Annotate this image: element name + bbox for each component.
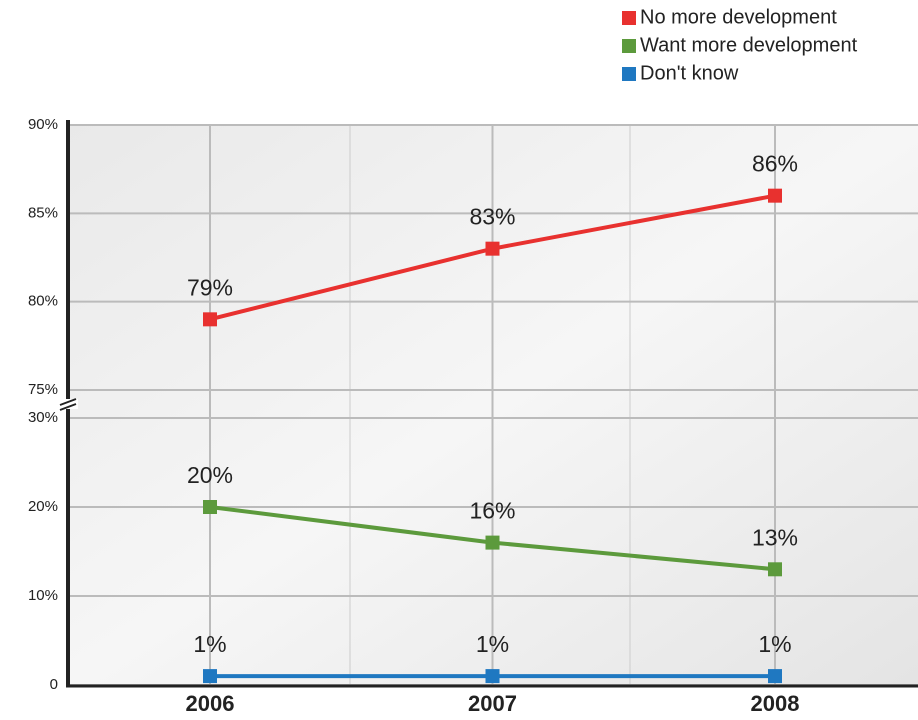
data-label: 1% xyxy=(758,631,791,657)
data-label: 1% xyxy=(193,631,226,657)
data-label: 13% xyxy=(752,524,798,550)
point-marker xyxy=(485,535,500,550)
axis-break-gap xyxy=(58,399,78,409)
y-tick-label: 85% xyxy=(28,204,58,221)
point-marker xyxy=(768,188,782,203)
point-marker xyxy=(485,669,500,684)
point-marker xyxy=(768,669,782,684)
point-marker xyxy=(768,562,782,577)
y-tick-label: 20% xyxy=(28,498,58,515)
y-tick-label: 80% xyxy=(28,293,58,310)
y-tick-label: 10% xyxy=(28,587,58,604)
x-tick-label: 2007 xyxy=(468,691,517,716)
data-label: 16% xyxy=(469,498,515,524)
point-marker xyxy=(485,241,500,256)
legend-label: Want more development xyxy=(640,34,858,56)
legend-swatch xyxy=(622,11,636,25)
data-label: 79% xyxy=(187,274,233,300)
point-marker xyxy=(203,500,217,514)
data-label: 83% xyxy=(469,204,515,230)
x-tick-label: 2006 xyxy=(186,691,235,716)
data-label: 1% xyxy=(476,631,509,657)
point-marker xyxy=(203,312,217,327)
data-label: 86% xyxy=(752,151,798,177)
marks xyxy=(203,188,782,684)
legend-swatch xyxy=(622,67,636,81)
y-tick-label: 0 xyxy=(50,676,58,693)
point-marker xyxy=(203,669,217,684)
y-tick-label: 30% xyxy=(28,409,58,426)
y-tick-label: 90% xyxy=(28,116,58,133)
axis-break xyxy=(59,398,77,411)
legend-swatch xyxy=(622,39,636,53)
data-label: 20% xyxy=(187,462,233,488)
x-tick-label: 2008 xyxy=(751,691,800,716)
legend-label: No more development xyxy=(640,6,837,28)
legend-label: Don't know xyxy=(640,62,739,84)
y-tick-label: 75% xyxy=(28,381,58,398)
